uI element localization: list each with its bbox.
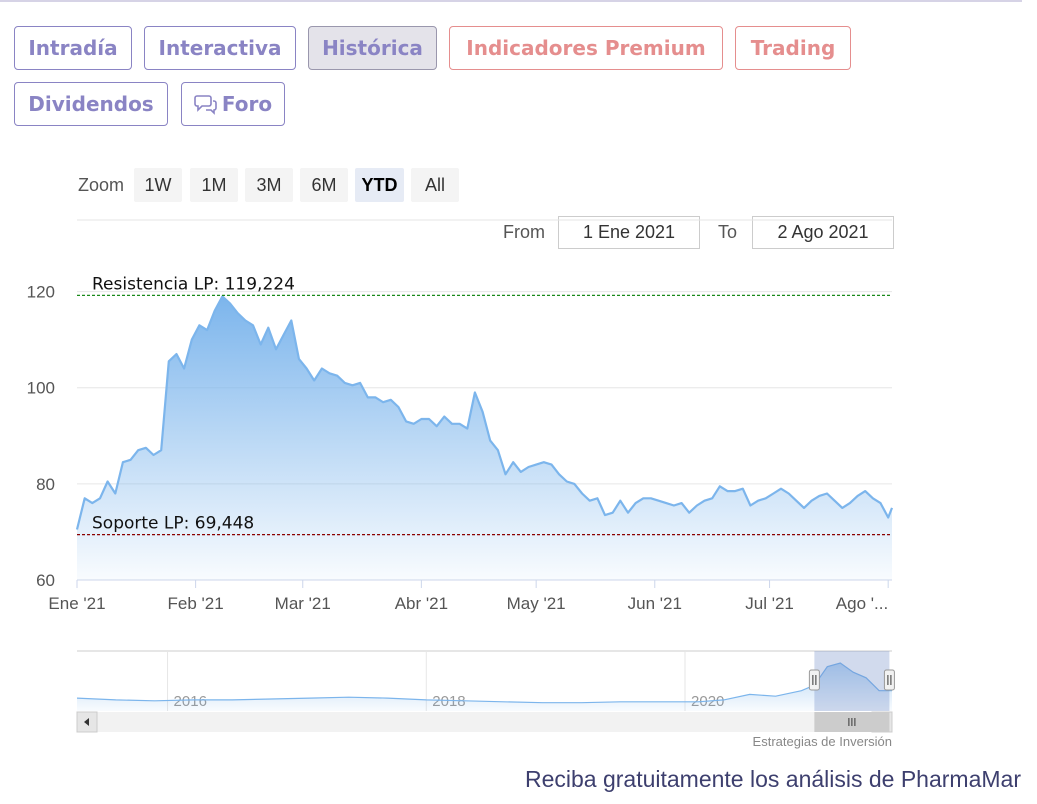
y-tick-label: 60: [36, 571, 55, 590]
navigator-left-handle[interactable]: [808, 669, 820, 691]
navigator-area: [77, 663, 892, 711]
tab-indicadores-premium[interactable]: Indicadores Premium: [449, 26, 723, 70]
newsletter-cta[interactable]: Reciba gratuitamente los análisis de Pha…: [524, 766, 1021, 792]
zoom-1w-button[interactable]: 1W: [134, 168, 182, 202]
navigator-right-handle[interactable]: [883, 669, 895, 691]
tab-foro-label: Foro: [221, 92, 273, 116]
series-line: [75, 295, 894, 530]
tab-interactiva[interactable]: Interactiva: [144, 26, 296, 70]
zoom-3m-button[interactable]: 3M: [245, 168, 293, 202]
series-area: [77, 296, 892, 580]
x-tick-label: Ene '21: [48, 594, 105, 613]
tab-intradia[interactable]: Intradía: [14, 26, 132, 70]
tab-dividendos[interactable]: Dividendos: [14, 82, 168, 126]
navigator-line: [76, 662, 892, 704]
zoom-1m-button[interactable]: 1M: [190, 168, 238, 202]
y-tick-label: 80: [36, 475, 55, 494]
top-divider: [0, 0, 1022, 2]
range-from-label: From: [503, 222, 545, 242]
scroll-left-arrow-icon: [84, 718, 89, 726]
range-to-label: To: [718, 222, 738, 242]
zoom-label: Zoom: [78, 175, 125, 195]
y-tick-label: 120: [27, 283, 55, 302]
chat-bubbles-icon: [194, 93, 218, 115]
tab-foro[interactable]: Foro: [181, 82, 285, 126]
x-tick-label: Jul '21: [745, 594, 794, 613]
range-to-input[interactable]: 2 Ago 2021: [752, 216, 894, 249]
x-tick-label: Feb '21: [168, 594, 224, 613]
navigator-selection[interactable]: [814, 651, 890, 711]
x-tick-label: Mar '21: [275, 594, 331, 613]
x-tick-label: Abr '21: [395, 594, 448, 613]
chart-credit[interactable]: Estrategias de Inversión: [752, 734, 892, 749]
range-from-input[interactable]: 1 Ene 2021: [558, 216, 700, 249]
x-tick-label: Jun '21: [628, 594, 682, 613]
y-tick-label: 100: [27, 379, 55, 398]
resistance-label: Resistencia LP: 119,224: [92, 274, 295, 294]
zoom-all-button[interactable]: All: [411, 168, 459, 202]
x-tick-label: May '21: [507, 594, 566, 613]
zoom-6m-button[interactable]: 6M: [300, 168, 348, 202]
zoom-ytd-button[interactable]: YTD: [355, 168, 404, 202]
support-label: Soporte LP: 69,448: [92, 514, 254, 534]
tab-historica[interactable]: Histórica: [308, 26, 437, 70]
x-tick-label: Ago '...: [836, 594, 888, 613]
tab-trading[interactable]: Trading: [735, 26, 851, 70]
scrollbar-track[interactable]: [77, 712, 892, 732]
